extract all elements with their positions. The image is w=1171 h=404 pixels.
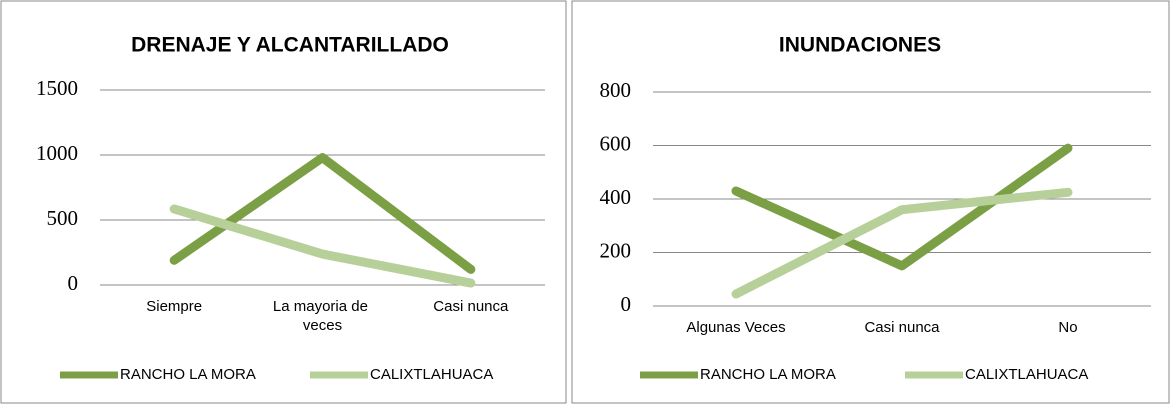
chart-title: INUNDACIONES	[779, 34, 941, 57]
legend-label: CALIXTLAHUACA	[370, 366, 493, 383]
line-series	[169, 204, 476, 288]
y-tick-label: 0	[621, 292, 632, 316]
y-tick-label: 500	[47, 206, 79, 230]
x-tick-label: No	[1058, 319, 1077, 336]
legend-label: RANCHO LA MORA	[120, 366, 256, 383]
legend-label: CALIXTLAHUACA	[965, 366, 1088, 383]
line-series	[731, 187, 1073, 299]
x-tick-label: Siempre	[146, 298, 202, 315]
y-tick-label: 1000	[36, 141, 78, 165]
x-tick-label: Casi nunca	[433, 298, 509, 315]
panel-border	[571, 0, 1170, 404]
y-tick-label: 400	[600, 185, 632, 209]
x-tick-label: La mayoria de veces	[273, 298, 372, 334]
y-tick-label: 1500	[36, 76, 78, 100]
y-tick-label: 0	[68, 271, 79, 295]
x-tick-label: Casi nunca	[864, 319, 940, 336]
y-tick-label: 600	[600, 131, 632, 155]
legend-label: RANCHO LA MORA	[700, 366, 836, 383]
x-tick-label: Algunas Veces	[686, 319, 785, 336]
y-tick-label: 800	[600, 78, 632, 102]
y-tick-label: 200	[600, 238, 632, 262]
chart-title: DRENAJE Y ALCANTARILLADO	[131, 34, 449, 57]
panel-border	[0, 0, 567, 404]
line-series	[731, 143, 1073, 271]
